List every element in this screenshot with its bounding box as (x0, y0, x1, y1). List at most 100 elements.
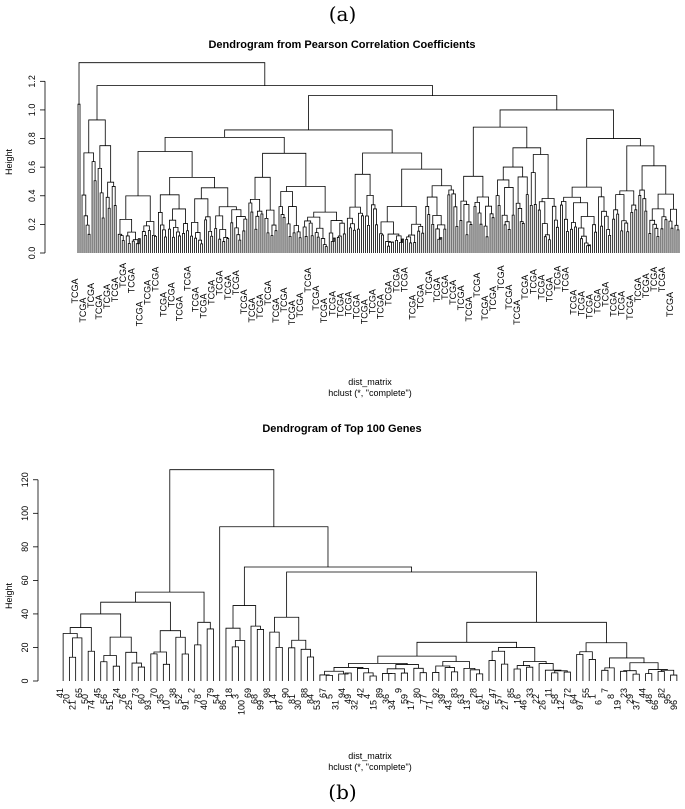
chart-a-branch (566, 231, 569, 253)
chart-a-sublabel: hclust (*, "complete") (328, 388, 411, 398)
chart-b-branch (306, 656, 315, 681)
chart-a-leaf-label: TCGA (456, 285, 466, 310)
chart-a-branch (411, 223, 422, 236)
chart-b-branch (601, 669, 609, 681)
chart-a-branch (222, 241, 226, 253)
chart-a-branch (151, 234, 156, 253)
chart-a-branch (280, 214, 285, 253)
chart-a-branch (497, 205, 501, 253)
chart-b-branch (657, 671, 665, 681)
chart-a-branch (307, 216, 321, 229)
chart-b-branch (256, 629, 264, 681)
chart-a-leaf-label: TCGA (617, 291, 627, 316)
chart-b-branch (175, 636, 186, 681)
chart-a-branch (668, 220, 673, 253)
chart-b-leaf-label: 87 (274, 700, 284, 710)
chart-b-branch (288, 647, 296, 681)
chart-b-branch (137, 666, 145, 681)
chart-b-leaf-label: 5 (324, 694, 334, 699)
chart-b-branch (432, 672, 440, 681)
chart-b-leaf-label: 100 (237, 700, 247, 715)
chart-a-branch (485, 236, 489, 253)
chart-b-branch (72, 637, 83, 681)
chart-b-branch (169, 469, 275, 593)
chart-a-branch (465, 234, 469, 253)
chart-a-branch (638, 195, 642, 253)
chart-b-sublabel: hclust (*, "complete") (328, 762, 411, 772)
chart-a-branch (670, 208, 677, 226)
chart-a-leaf-label: TCGA (327, 291, 337, 316)
chart-a-leaf-label: TCGA (142, 280, 152, 305)
chart-b-leaf-label: 22 (531, 694, 541, 704)
chart-b-leaf-label: 42 (356, 688, 366, 698)
chart-a-leaf-label: TCGA (392, 268, 402, 293)
chart-a-branch (598, 196, 605, 253)
chart-a-leaf-label: TCGA (472, 273, 482, 298)
chart-b-branch (357, 668, 369, 681)
chart-a-branch (271, 224, 277, 236)
chart-a-branch (626, 231, 630, 253)
chart-b-leaf-label: 54 (212, 694, 222, 704)
chart-a-branch (310, 235, 314, 253)
chart-b-branch (444, 667, 455, 681)
chart-a-leaf-label: TCGA (255, 294, 265, 319)
chart-a-leaf-label: TCGA (536, 275, 546, 300)
chart-a-branch (547, 239, 551, 253)
chart-a-branch (381, 234, 384, 253)
chart-b-leaf-label: 60 (137, 694, 147, 704)
chart-a-branch (421, 232, 425, 253)
chart-a-branch (474, 201, 480, 213)
chart-a-branch (395, 239, 398, 253)
dendrogram-a: Dendrogram from Pearson Correlation Coef… (4, 39, 680, 398)
chart-b-leaf-label: 66 (650, 700, 660, 710)
chart-a-branch (455, 226, 459, 253)
chart-a-branch (654, 227, 659, 253)
chart-a-branch (502, 166, 524, 180)
chart-a-branch (507, 229, 511, 253)
chart-a-branch (137, 238, 141, 253)
chart-a-leaf-label: TCGA (528, 269, 538, 294)
chart-b-leaf-label: 47 (487, 688, 497, 698)
chart-b-branch (554, 670, 568, 673)
chart-a-leaf-label: TCGA (424, 270, 434, 295)
chart-b-branch (544, 669, 562, 681)
chart-a-branch (113, 205, 117, 253)
chart-a-branch (580, 216, 595, 229)
chart-a-branch (288, 206, 297, 226)
chart-a-branch (626, 145, 655, 191)
chart-a-leaf-label: TCGA (512, 300, 522, 325)
chart-a-branch (178, 235, 181, 253)
chart-a-branch (214, 228, 218, 253)
chart-a-leaf-label: TCGA (102, 284, 112, 309)
chart-a-branch (466, 221, 472, 235)
chart-b-branch (369, 675, 377, 681)
chart-b-leaf-label: 24 (111, 688, 121, 698)
chart-a-leaf-label: TCGA (601, 282, 611, 307)
chart-a-branch (657, 193, 674, 210)
chart-b-title: Dendrogram of Top 100 Genes (262, 423, 421, 435)
chart-a-branch (298, 237, 302, 253)
chart-a-branch (405, 239, 409, 253)
chart-a-leaf-label: TCGA (303, 268, 313, 293)
chart-a-branch (401, 168, 443, 207)
chart-b-leaf-label: 80 (412, 688, 422, 698)
chart-b-branch (491, 650, 506, 665)
chart-a-branch (477, 212, 482, 253)
chart-a-branch (573, 202, 589, 223)
chart-a-leaf-label: TCGA (657, 267, 667, 292)
chart-b-leaf-label: 40 (199, 700, 209, 710)
chart-b-branch (150, 653, 158, 681)
chart-b-y-tick-label: 40 (20, 609, 30, 619)
chart-a-leaf-label: TCGA (319, 298, 329, 323)
chart-b-leaf-label: 32 (349, 700, 359, 710)
chart-a-leaf-label: TCGA (94, 295, 104, 320)
chart-a-branch (612, 218, 616, 253)
chart-a-branch (119, 235, 124, 253)
chart-a-branch (476, 196, 489, 207)
chart-a-branch (107, 207, 111, 253)
chart-a-branch (302, 226, 307, 253)
chart-b-branch (232, 605, 257, 629)
chart-a-leaf-label: TCGA (166, 282, 176, 307)
chart-a-branch (132, 239, 139, 244)
chart-b-branch (159, 630, 181, 652)
